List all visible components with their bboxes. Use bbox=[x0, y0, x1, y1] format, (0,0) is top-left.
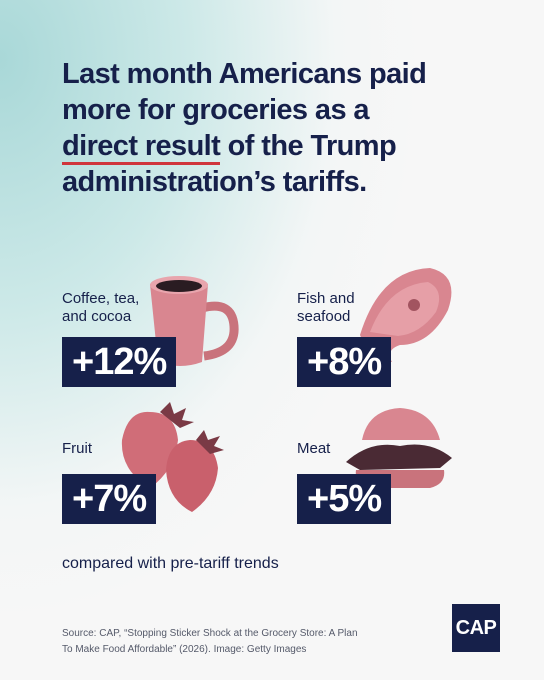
item-label: Fruit bbox=[62, 440, 92, 457]
item-value: +12% bbox=[62, 337, 177, 387]
headline-text: of the Trump bbox=[227, 130, 397, 162]
item-label: Meat bbox=[297, 440, 331, 457]
headline-line: administration’s tariffs. bbox=[62, 166, 367, 198]
item-value: +8% bbox=[297, 337, 392, 387]
strawberry-illustration bbox=[121, 402, 224, 512]
logo: CAP bbox=[452, 604, 500, 652]
headline: Last month Americans paid more for groce… bbox=[62, 56, 502, 200]
source: Source: CAP, “Stopping Sticker Shock at … bbox=[62, 628, 358, 655]
item-label: Coffee, tea, and cocoa bbox=[62, 290, 140, 325]
item-value: +7% bbox=[62, 474, 157, 524]
item-value: +5% bbox=[297, 474, 392, 524]
headline-line: direct result of the Trump bbox=[62, 128, 502, 165]
item-label: Fish and seafood bbox=[297, 290, 355, 325]
headline-highlight: direct result bbox=[62, 130, 221, 165]
headline-line: more for groceries as a bbox=[62, 94, 370, 126]
comparison-note: compared with pre-tariff trends bbox=[62, 555, 279, 572]
headline-line: Last month Americans paid bbox=[62, 58, 427, 90]
